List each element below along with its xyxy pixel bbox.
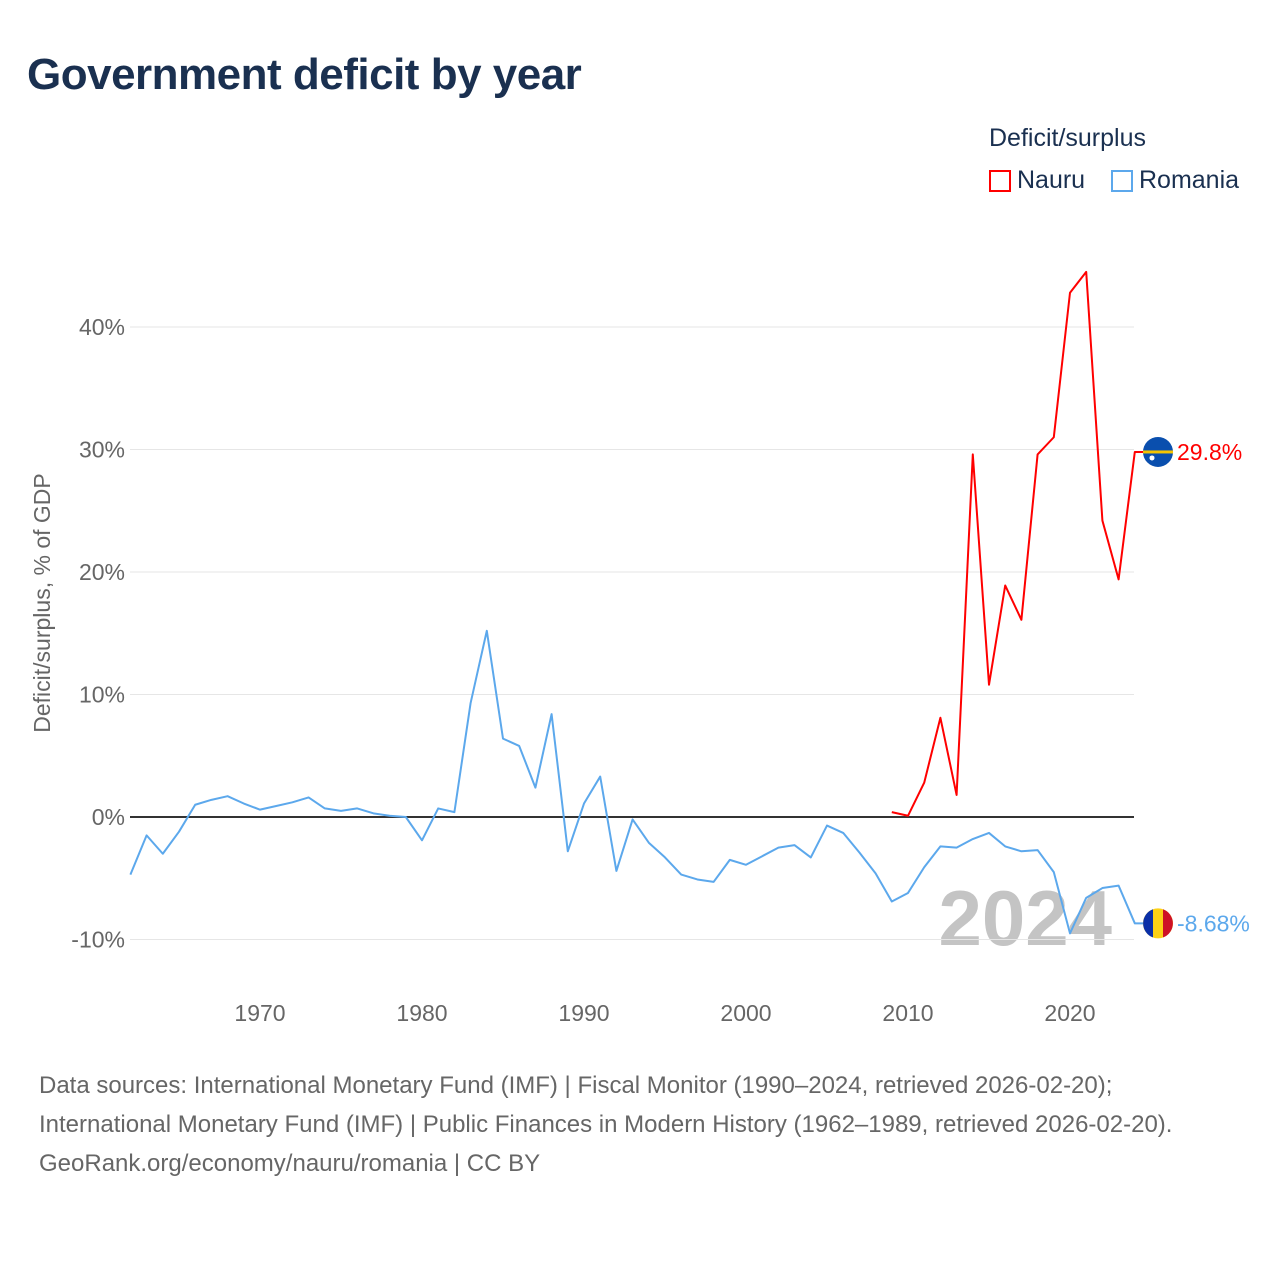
series-line-nauru	[891, 270, 1145, 817]
y-axis-label: Deficit/surplus, % of GDP	[29, 473, 55, 732]
y-tick-label: 30%	[79, 437, 125, 463]
x-tick-label: 1990	[558, 1000, 609, 1026]
data-sources: Data sources: International Monetary Fun…	[39, 1072, 1173, 1138]
series-line-romania	[129, 629, 1145, 935]
legend-swatch-romania	[1111, 169, 1133, 192]
credit-link[interactable]: GeoRank.org/economy/nauru/romania | CC B…	[39, 1150, 541, 1177]
legend-label: Romania	[1139, 166, 1240, 194]
y-tick-label: 0%	[92, 804, 125, 830]
y-tick-label: 10%	[79, 682, 125, 708]
legend-item-romania[interactable]: Romania	[1111, 166, 1239, 195]
legend-title: Deficit/surplus	[989, 124, 1146, 152]
legend-item-nauru[interactable]: Nauru	[989, 166, 1085, 195]
legend-label: Nauru	[1017, 166, 1086, 194]
romania-flag-red	[1163, 909, 1173, 938]
footer: Data sources: International Monetary Fun…	[39, 1066, 1239, 1183]
x-tick-label: 2010	[882, 1000, 933, 1026]
x-tick-label: 1970	[234, 1000, 285, 1026]
year-watermark: 2024	[938, 874, 1112, 962]
x-tick-label: 2020	[1044, 1000, 1095, 1026]
nauru-flag-stripe	[1143, 450, 1173, 454]
y-tick-label: 20%	[79, 559, 125, 585]
line-chart: 2024 -10% 0% 10% 20% 30% 40% 1970 1980 1990 2000 20…	[29, 270, 1250, 1026]
romania-flag-blue	[1143, 909, 1153, 938]
end-value-label: -8.68%	[1177, 910, 1250, 936]
legend-swatch-nauru	[989, 169, 1011, 192]
x-tick-label: 2000	[720, 1000, 771, 1026]
y-tick-label: 40%	[79, 314, 125, 340]
y-tick-label: -10%	[71, 927, 125, 953]
end-value-label: 29.8%	[1177, 439, 1242, 465]
x-tick-label: 1980	[396, 1000, 447, 1026]
chart-title: Government deficit by year	[27, 50, 582, 99]
nauru-flag-star	[1149, 455, 1155, 461]
